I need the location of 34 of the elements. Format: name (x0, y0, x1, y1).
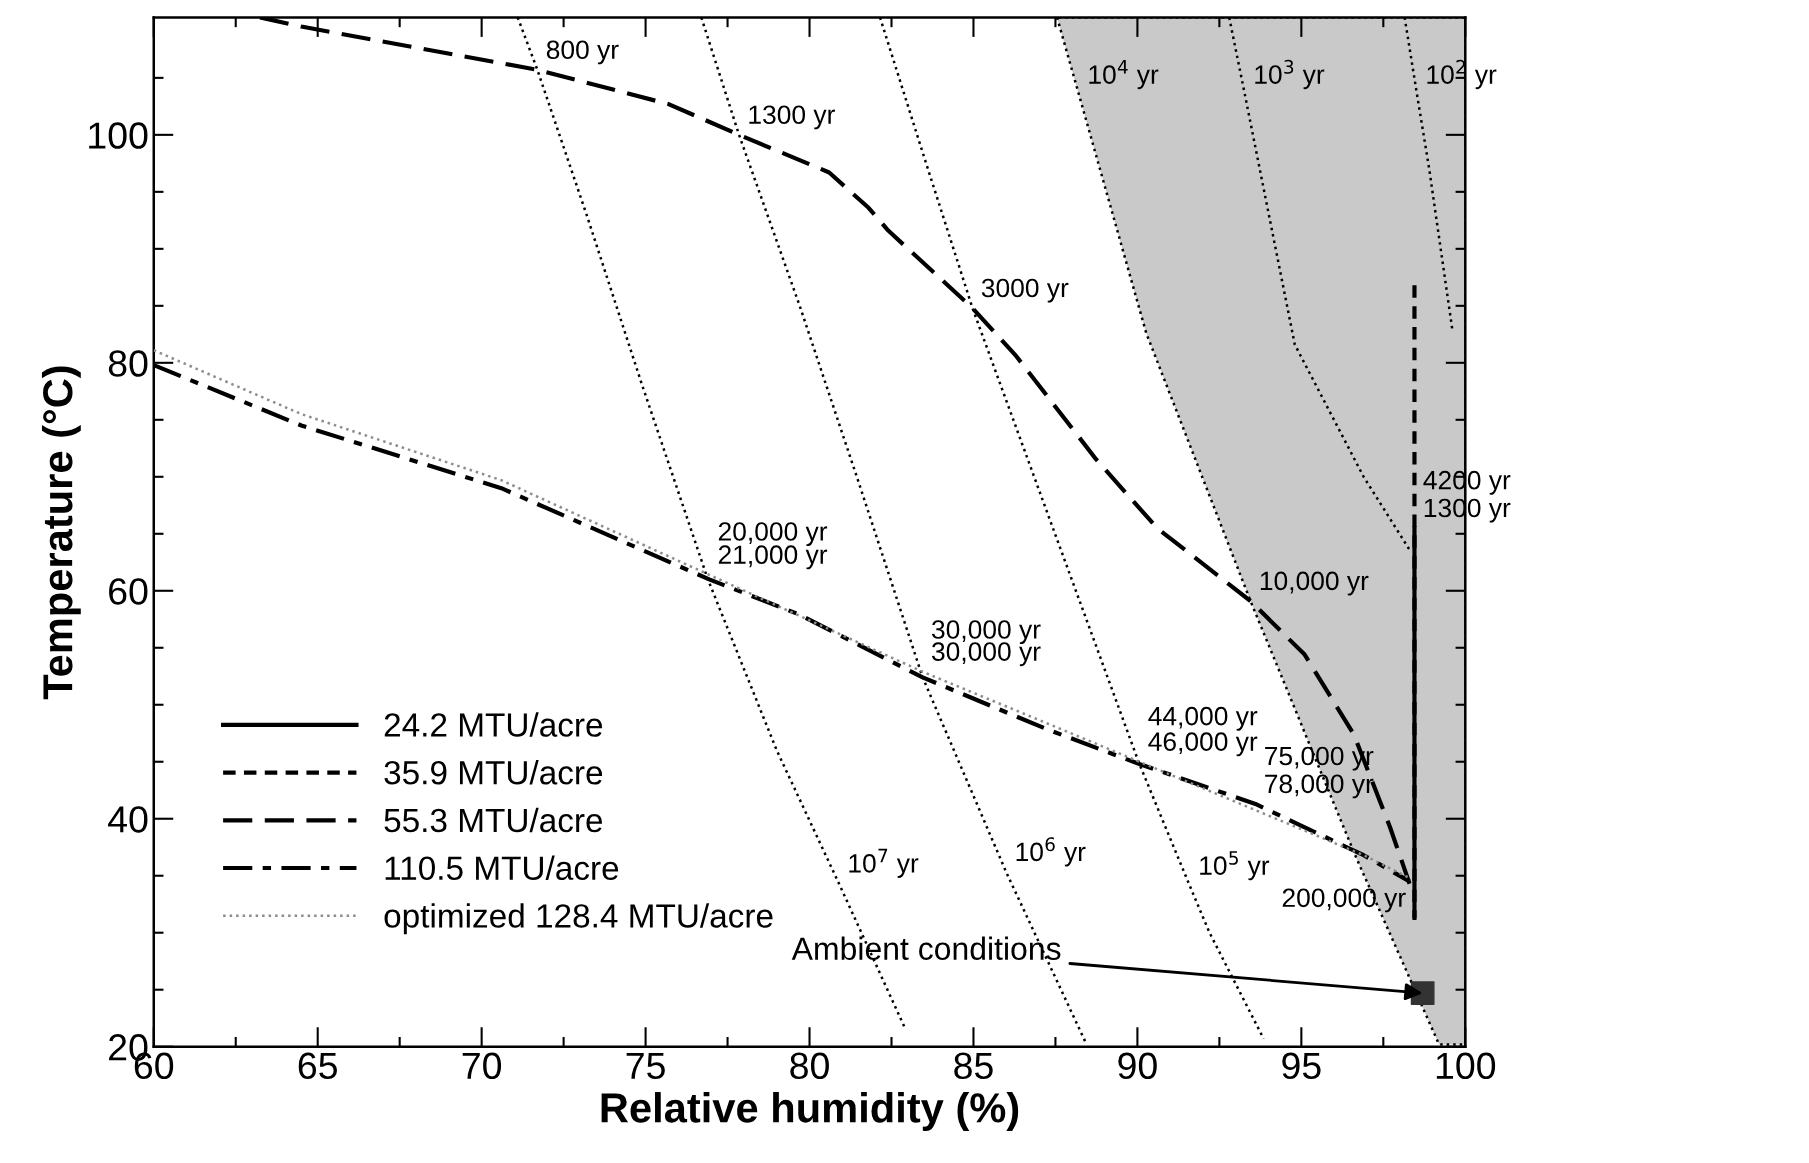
annotation: 10$^{6}$ yr (1016, 837, 1086, 867)
annotation: 10$^{5}$ yr (1200, 851, 1270, 881)
annotation: 3000 yr (981, 278, 1069, 303)
legend-label: optimized 128.4 MTU/acre (384, 903, 773, 935)
x-tick-label: 100 (1436, 1052, 1496, 1080)
annotation: 10,000 yr (1260, 571, 1369, 596)
legend-label: 110.5 MTU/acre (385, 855, 619, 881)
x-tick-label: 80 (790, 1052, 829, 1080)
y-tick-label: 100 (89, 122, 148, 149)
y-tick-label: 40 (108, 806, 148, 833)
annotation: 200,000 yr (1282, 888, 1406, 913)
annotation: 78,000 yr (1265, 774, 1374, 799)
annotation: 10$^{4}$ yr (1089, 60, 1159, 90)
y-tick-label: 80 (108, 350, 148, 377)
annotation: 800 yr (546, 40, 619, 65)
annotation: 46,000 yr (1148, 732, 1258, 757)
legend-label: 24.2 MTU/acre (384, 712, 603, 737)
legend-label: 35.9 MTU/acre (384, 760, 603, 785)
x-tick-label: 95 (1282, 1052, 1321, 1080)
y-axis-title: Temperature (°C) (41, 366, 81, 700)
x-tick-label: 90 (1118, 1052, 1157, 1080)
y-tick-label: 60 (109, 578, 148, 605)
annotation: 21,000 yr (718, 545, 828, 570)
x-axis-title: Relative humidity (%) (601, 1092, 1019, 1131)
x-tick-label: 75 (626, 1052, 665, 1080)
annotation: 1300 yr (749, 105, 835, 130)
annotation: 44,000 yr (1148, 706, 1258, 731)
annotation: 10$^{3}$ yr (1255, 59, 1325, 90)
x-tick-label: 65 (298, 1052, 337, 1080)
x-tick-label: 70 (462, 1052, 502, 1080)
annotation: Ambient conditions (791, 936, 1061, 961)
legend-label: 55.3 MTU/acre (384, 807, 603, 833)
annotation: 10$^{7}$ yr (849, 848, 919, 878)
x-tick-label: 85 (954, 1052, 993, 1080)
